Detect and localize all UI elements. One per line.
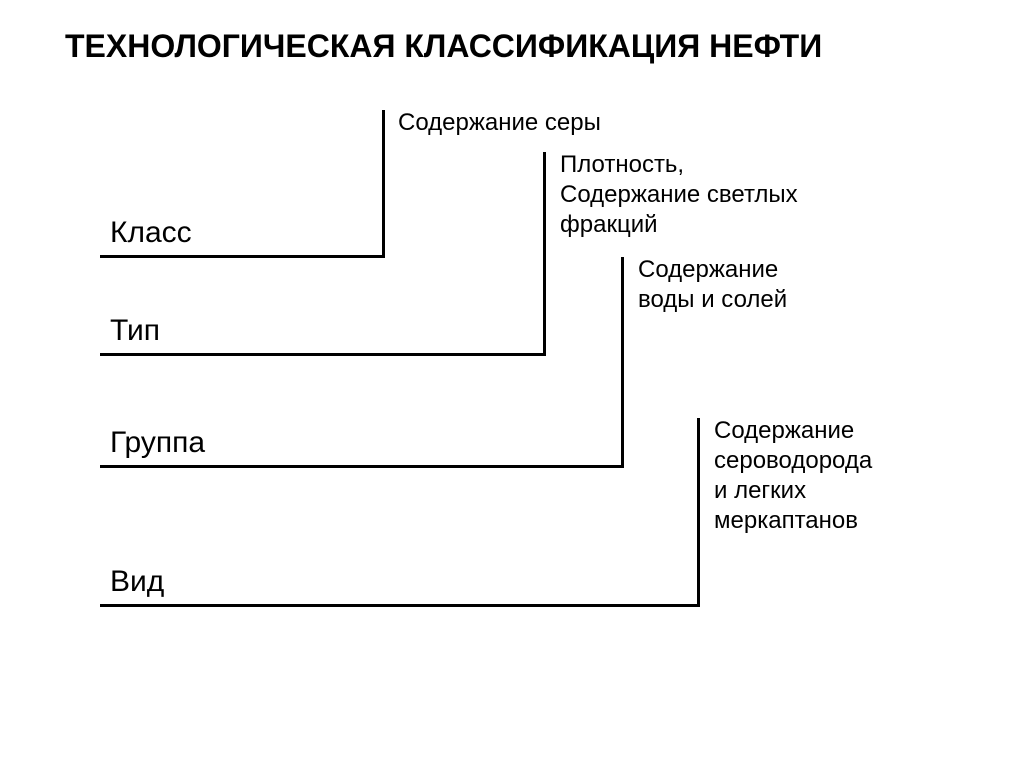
category-tip-riser (543, 152, 546, 356)
diagram-title: ТЕХНОЛОГИЧЕСКАЯ КЛАССИФИКАЦИЯ НЕФТИ (65, 28, 822, 65)
diagram-canvas: ТЕХНОЛОГИЧЕСКАЯ КЛАССИФИКАЦИЯ НЕФТИ Клас… (0, 0, 1024, 767)
category-vid-underline (100, 604, 700, 607)
category-tip-label: Тип (110, 314, 160, 348)
category-gruppa-riser (621, 257, 624, 468)
category-gruppa-label: Группа (110, 426, 205, 460)
category-vid-riser (697, 418, 700, 607)
category-vid-label: Вид (110, 565, 164, 599)
category-klass-label: Класс (110, 216, 192, 250)
category-gruppa-underline (100, 465, 624, 468)
criterion-vid-label: Содержание сероводорода и легких меркапт… (714, 416, 872, 536)
category-klass-underline (100, 255, 385, 258)
criterion-klass-label: Содержание серы (398, 108, 601, 138)
category-tip-underline (100, 353, 546, 356)
criterion-gruppa-label: Содержание воды и солей (638, 255, 787, 315)
criterion-tip-label: Плотность, Содержание светлых фракций (560, 150, 798, 240)
category-klass-riser (382, 110, 385, 258)
